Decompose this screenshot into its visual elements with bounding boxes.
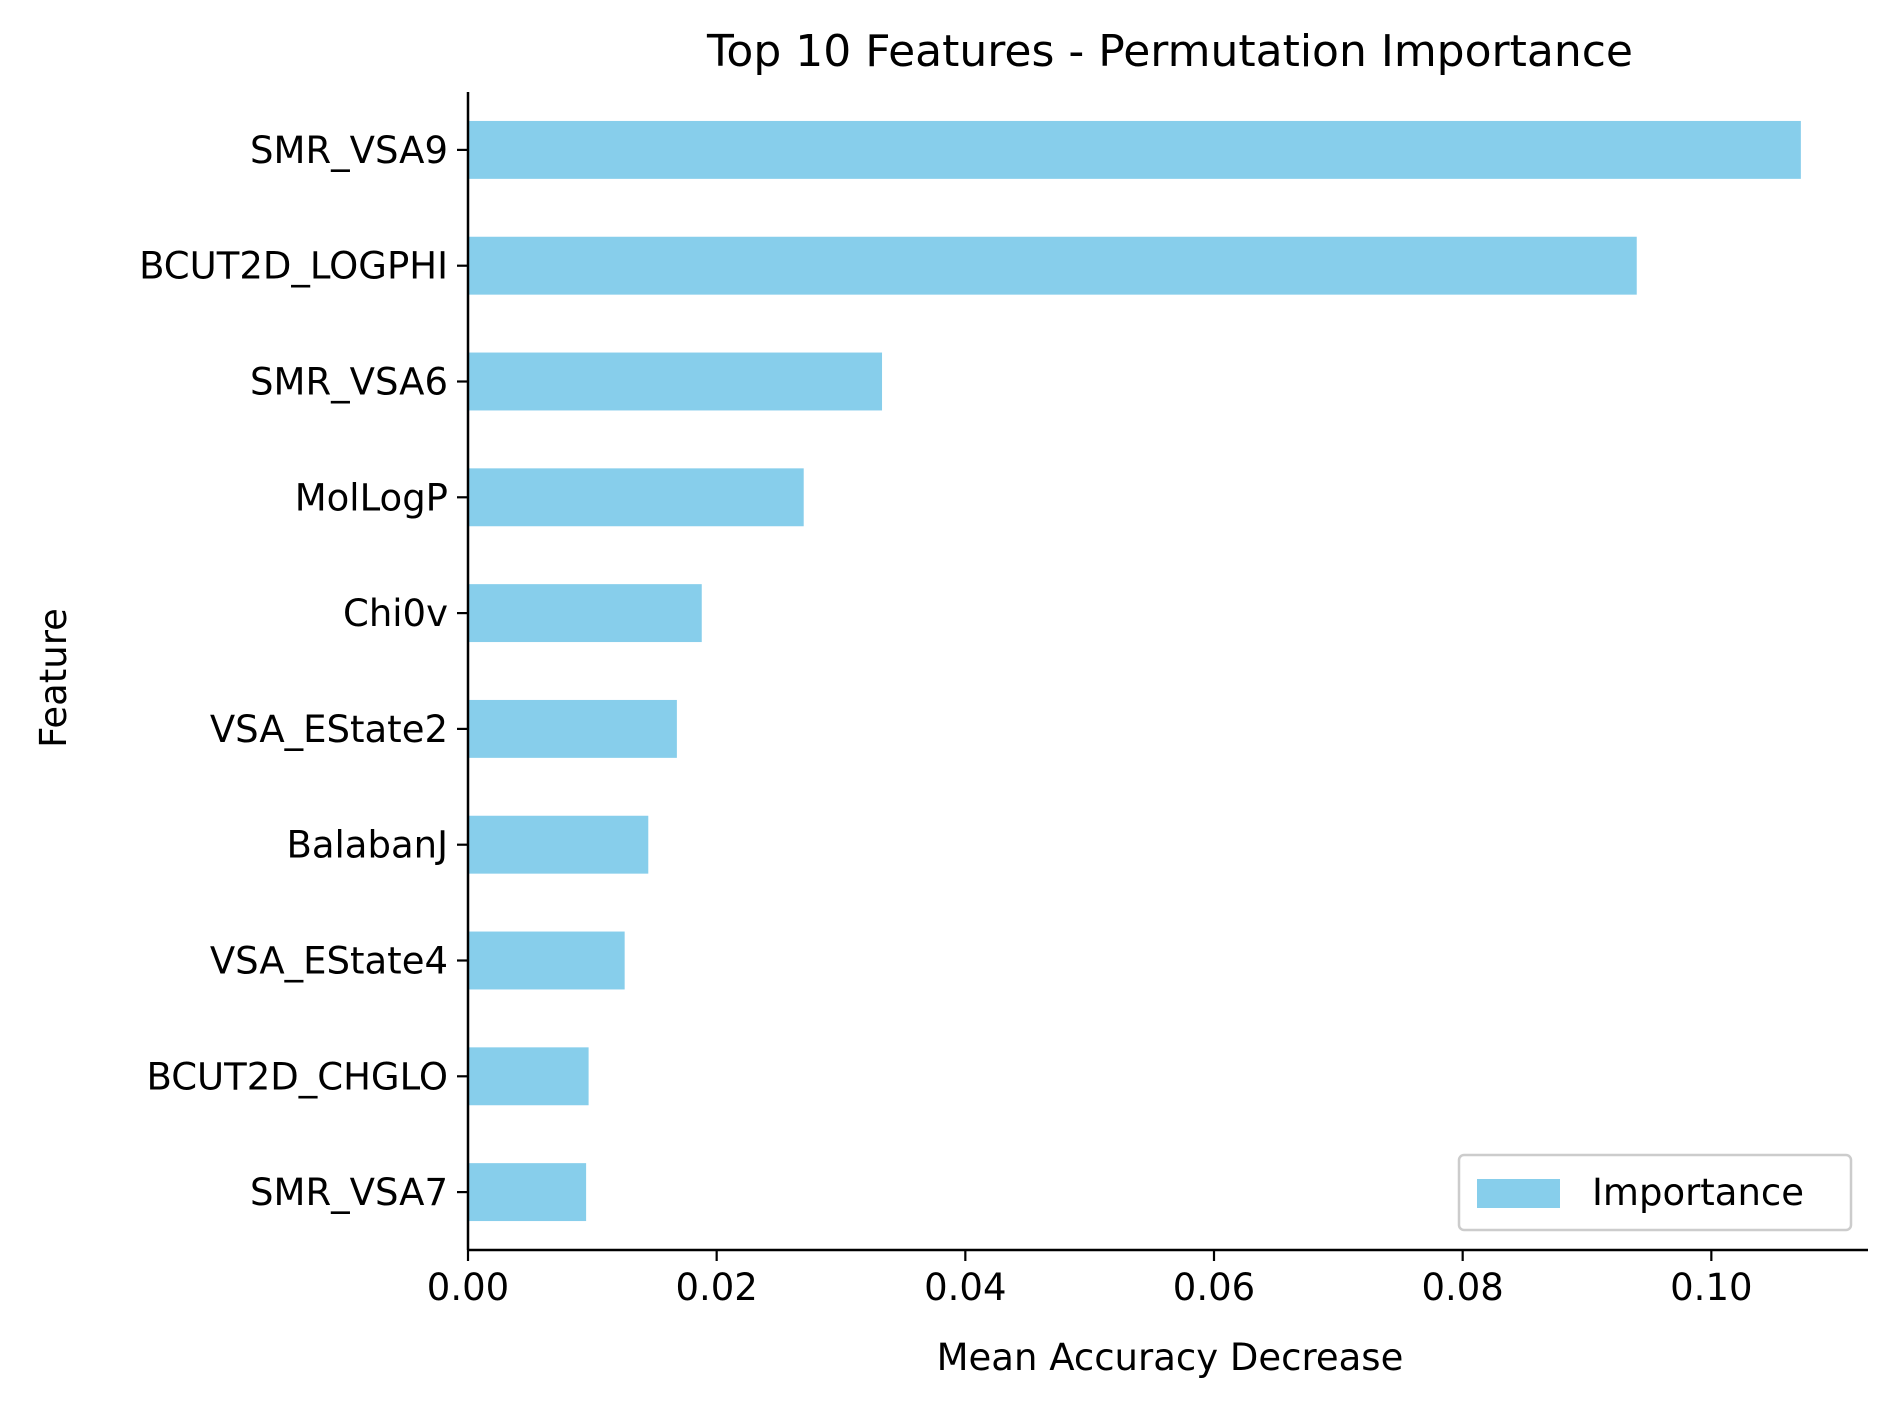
bar-vsa-estate2: [468, 699, 677, 758]
y-tick-label: VSA_EState4: [210, 940, 448, 983]
y-tick-label: VSA_EState2: [210, 708, 448, 751]
bar-vsa-estate4: [468, 931, 625, 990]
bar-smr-vsa7: [468, 1163, 587, 1222]
y-tick-label: SMR_VSA6: [250, 361, 448, 404]
x-tick-label: 0.00: [427, 1266, 509, 1309]
legend-frame: [1457, 1153, 1853, 1232]
legend-label-importance: Importance: [1592, 1171, 1804, 1214]
y-tick-label: BalabanJ: [286, 824, 448, 867]
x-tick-label: 0.06: [1173, 1266, 1255, 1309]
legend-swatch: [1477, 1179, 1560, 1208]
bar-bcut2d-logphi: [468, 236, 1637, 295]
bar-mollogp: [468, 468, 804, 527]
bar-smr-vsa6: [468, 352, 883, 411]
y-tick-label: BCUT2D_CHGLO: [146, 1055, 448, 1098]
axes-layer: SMR_VSA9 BCUT2D_LOGPHI SMR_VSA6 MolLogP Chi0…: [139, 92, 1868, 1309]
legend: Importance: [1457, 1153, 1853, 1232]
x-tick-label: 0.10: [1670, 1266, 1752, 1309]
y-tick-label: BCUT2D_LOGPHI: [139, 245, 448, 288]
bar-bcut2d-chglo: [468, 1047, 589, 1106]
y-axis-label: Feature: [32, 608, 75, 748]
x-tick-label: 0.08: [1421, 1266, 1503, 1309]
y-tick-label: Chi0v: [343, 592, 448, 635]
x-tick-label: 0.02: [675, 1266, 757, 1309]
chart-title: Top 10 Features - Permutation Importance: [706, 26, 1633, 77]
bar-chi0v: [468, 584, 702, 643]
y-tick-label: MolLogP: [295, 476, 448, 519]
bar-smr-vsa9: [468, 120, 1801, 179]
bar-balabanj: [468, 815, 649, 874]
y-tick-label: SMR_VSA7: [250, 1171, 448, 1214]
x-axis-label: Mean Accuracy Decrease: [937, 1336, 1404, 1379]
x-tick-label: 0.04: [924, 1266, 1006, 1309]
bars-layer: [468, 120, 1801, 1222]
y-tick-label: SMR_VSA9: [250, 129, 448, 172]
